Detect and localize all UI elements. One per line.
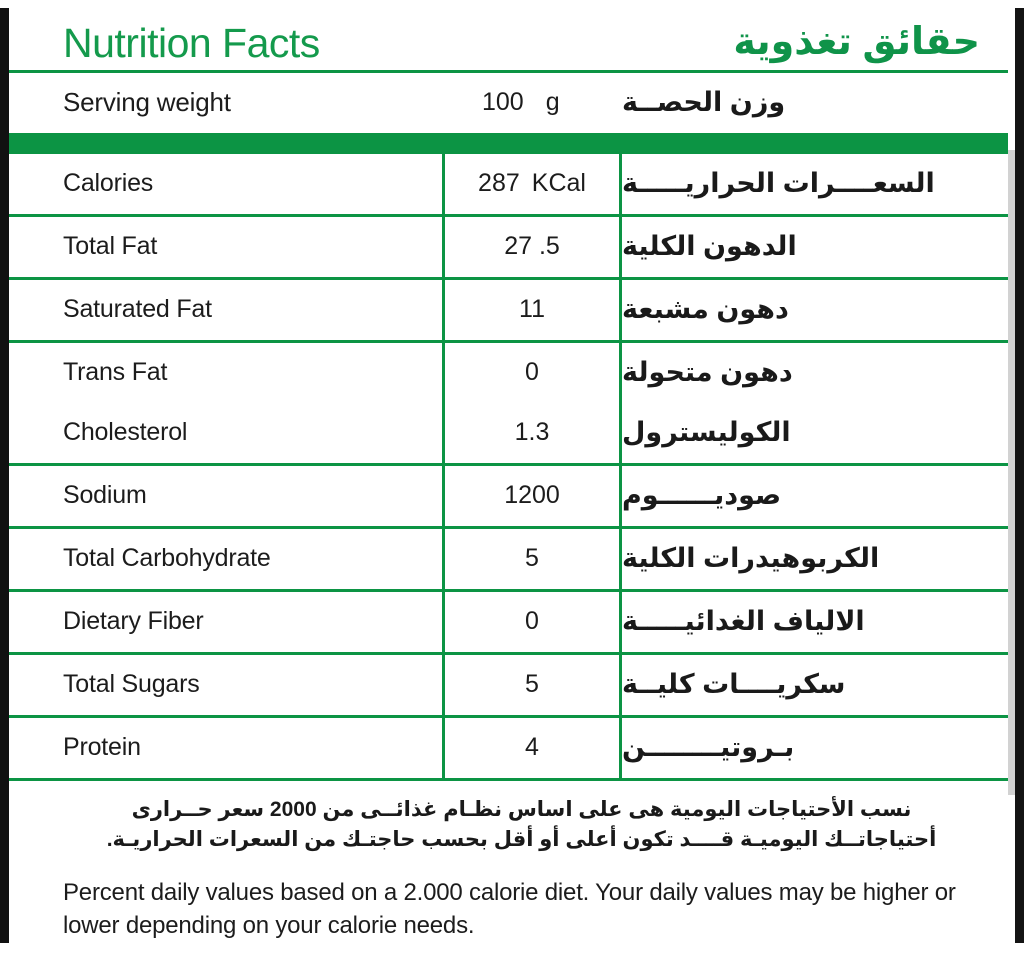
- total-fat-value: 27 .5: [442, 216, 622, 277]
- saturated-fat-label-en: Saturated Fat: [63, 295, 212, 324]
- protein-value: 4: [442, 717, 622, 778]
- pair-values: 0 1.3: [442, 342, 622, 463]
- row-dietary-fiber: Dietary Fiber 0 الالياف الغدائيـــــة: [9, 591, 1008, 652]
- cholesterol-label-ar: الكوليسترول: [622, 417, 791, 448]
- calories-value: 287: [478, 169, 520, 198]
- total-carbohydrate-label-en: Total Carbohydrate: [63, 544, 271, 573]
- divider-under-title: [9, 69, 1008, 73]
- pair-labels-ar: دهون متحولة الكوليسترول: [622, 343, 1008, 463]
- trans-fat-label-en: Trans Fat: [63, 358, 168, 387]
- scan-edge-shadow: [1008, 150, 1015, 795]
- sodium-label-ar: صوديــــــوم: [622, 480, 782, 511]
- serving-weight-value-cell: 100 g: [442, 73, 622, 133]
- row-calories: Calories 287 KCal السعــــرات الحراريـــ…: [9, 153, 1008, 214]
- calories-value-cell: 287 KCal: [442, 153, 622, 214]
- dietary-fiber-label-en: Dietary Fiber: [63, 607, 204, 636]
- row-protein: Protein 4 بـروتيــــــــن: [9, 717, 1008, 778]
- divider-after-dietary-fiber: [9, 651, 1008, 655]
- calories-label-ar: السعــــرات الحراريـــــة: [622, 168, 935, 199]
- divider-above-footer: [9, 777, 1008, 781]
- dietary-fiber-value: 0: [442, 591, 622, 652]
- total-sugars-value: 5: [442, 654, 622, 715]
- sodium-value: 1200: [442, 465, 622, 526]
- serving-weight-unit: g: [545, 88, 560, 117]
- footer-english-note: Percent daily values based on a 2.000 ca…: [63, 878, 956, 939]
- footer-arabic-note: نسب الأحتياجات اليومية هى على اساس نظـام…: [63, 795, 980, 856]
- scan-edge-right: [1015, 8, 1024, 943]
- row-trans-fat-cholesterol: Trans Fat Cholesterol 0 1.3 دهون متحولة …: [9, 342, 1008, 463]
- total-fat-label-en: Total Fat: [63, 232, 158, 261]
- page-title-english: Nutrition Facts: [63, 19, 320, 66]
- trans-fat-value: 0: [525, 358, 539, 387]
- total-sugars-label-en: Total Sugars: [63, 670, 200, 699]
- divider-after-sodium: [9, 525, 1008, 529]
- divider-after-total-fat: [9, 276, 1008, 280]
- serving-weight-label-en: Serving weight: [63, 87, 231, 118]
- divider-after-calories: [9, 213, 1008, 217]
- row-total-carbohydrate: Total Carbohydrate 5 الكربوهيدرات الكلية: [9, 528, 1008, 589]
- footer-arabic-line-2: أحتياجاتــك اليوميـة قــــد تكون أعلى أو…: [106, 828, 937, 852]
- trans-fat-label-ar: دهون متحولة: [622, 357, 793, 388]
- pair-labels-en: Trans Fat Cholesterol: [9, 343, 442, 463]
- saturated-fat-label-ar: دهون مشبعة: [622, 294, 789, 325]
- row-serving-weight: Serving weight 100 g وزن الحصــة: [9, 73, 1008, 133]
- serving-weight-label-ar: وزن الحصــة: [622, 87, 786, 118]
- calories-unit: KCal: [531, 169, 586, 198]
- saturated-fat-value: 11: [442, 279, 622, 340]
- row-saturated-fat: Saturated Fat 11 دهون مشبعة: [9, 279, 1008, 340]
- total-fat-label-ar: الدهون الكلية: [622, 231, 797, 262]
- serving-weight-value: 100: [482, 88, 524, 117]
- label-sheet: Nutrition Facts حقائق تغذوية Serving wei…: [9, 0, 1008, 975]
- scan-edge-left: [0, 8, 9, 943]
- divider-thick-bar: [9, 132, 1008, 154]
- divider-after-saturated-fat: [9, 339, 1008, 343]
- label-footer: نسب الأحتياجات اليومية هى على اساس نظـام…: [9, 781, 1008, 942]
- row-total-fat: Total Fat 27 .5 الدهون الكلية: [9, 216, 1008, 277]
- total-carbohydrate-value: 5: [442, 528, 622, 589]
- protein-label-en: Protein: [63, 733, 141, 762]
- protein-label-ar: بـروتيــــــــن: [622, 732, 795, 763]
- label-header: Nutrition Facts حقائق تغذوية: [9, 0, 1008, 70]
- row-total-sugars: Total Sugars 5 سكريــــات كليــة: [9, 654, 1008, 715]
- footer-arabic-line-1: نسب الأحتياجات اليومية هى على اساس نظـام…: [131, 797, 912, 821]
- cholesterol-label-en: Cholesterol: [63, 418, 188, 447]
- cholesterol-value: 1.3: [514, 418, 550, 447]
- page-title-arabic: حقائق تغذوية: [733, 21, 980, 63]
- total-sugars-label-ar: سكريــــات كليــة: [622, 669, 846, 700]
- row-sodium: Sodium 1200 صوديــــــوم: [9, 465, 1008, 526]
- calories-label-en: Calories: [63, 169, 154, 198]
- total-carbohydrate-label-ar: الكربوهيدرات الكلية: [622, 543, 880, 574]
- divider-after-total-sugars: [9, 714, 1008, 718]
- divider-after-total-carbohydrate: [9, 588, 1008, 592]
- sodium-label-en: Sodium: [63, 481, 147, 510]
- dietary-fiber-label-ar: الالياف الغدائيـــــة: [622, 606, 865, 637]
- divider-after-cholesterol: [9, 462, 1008, 466]
